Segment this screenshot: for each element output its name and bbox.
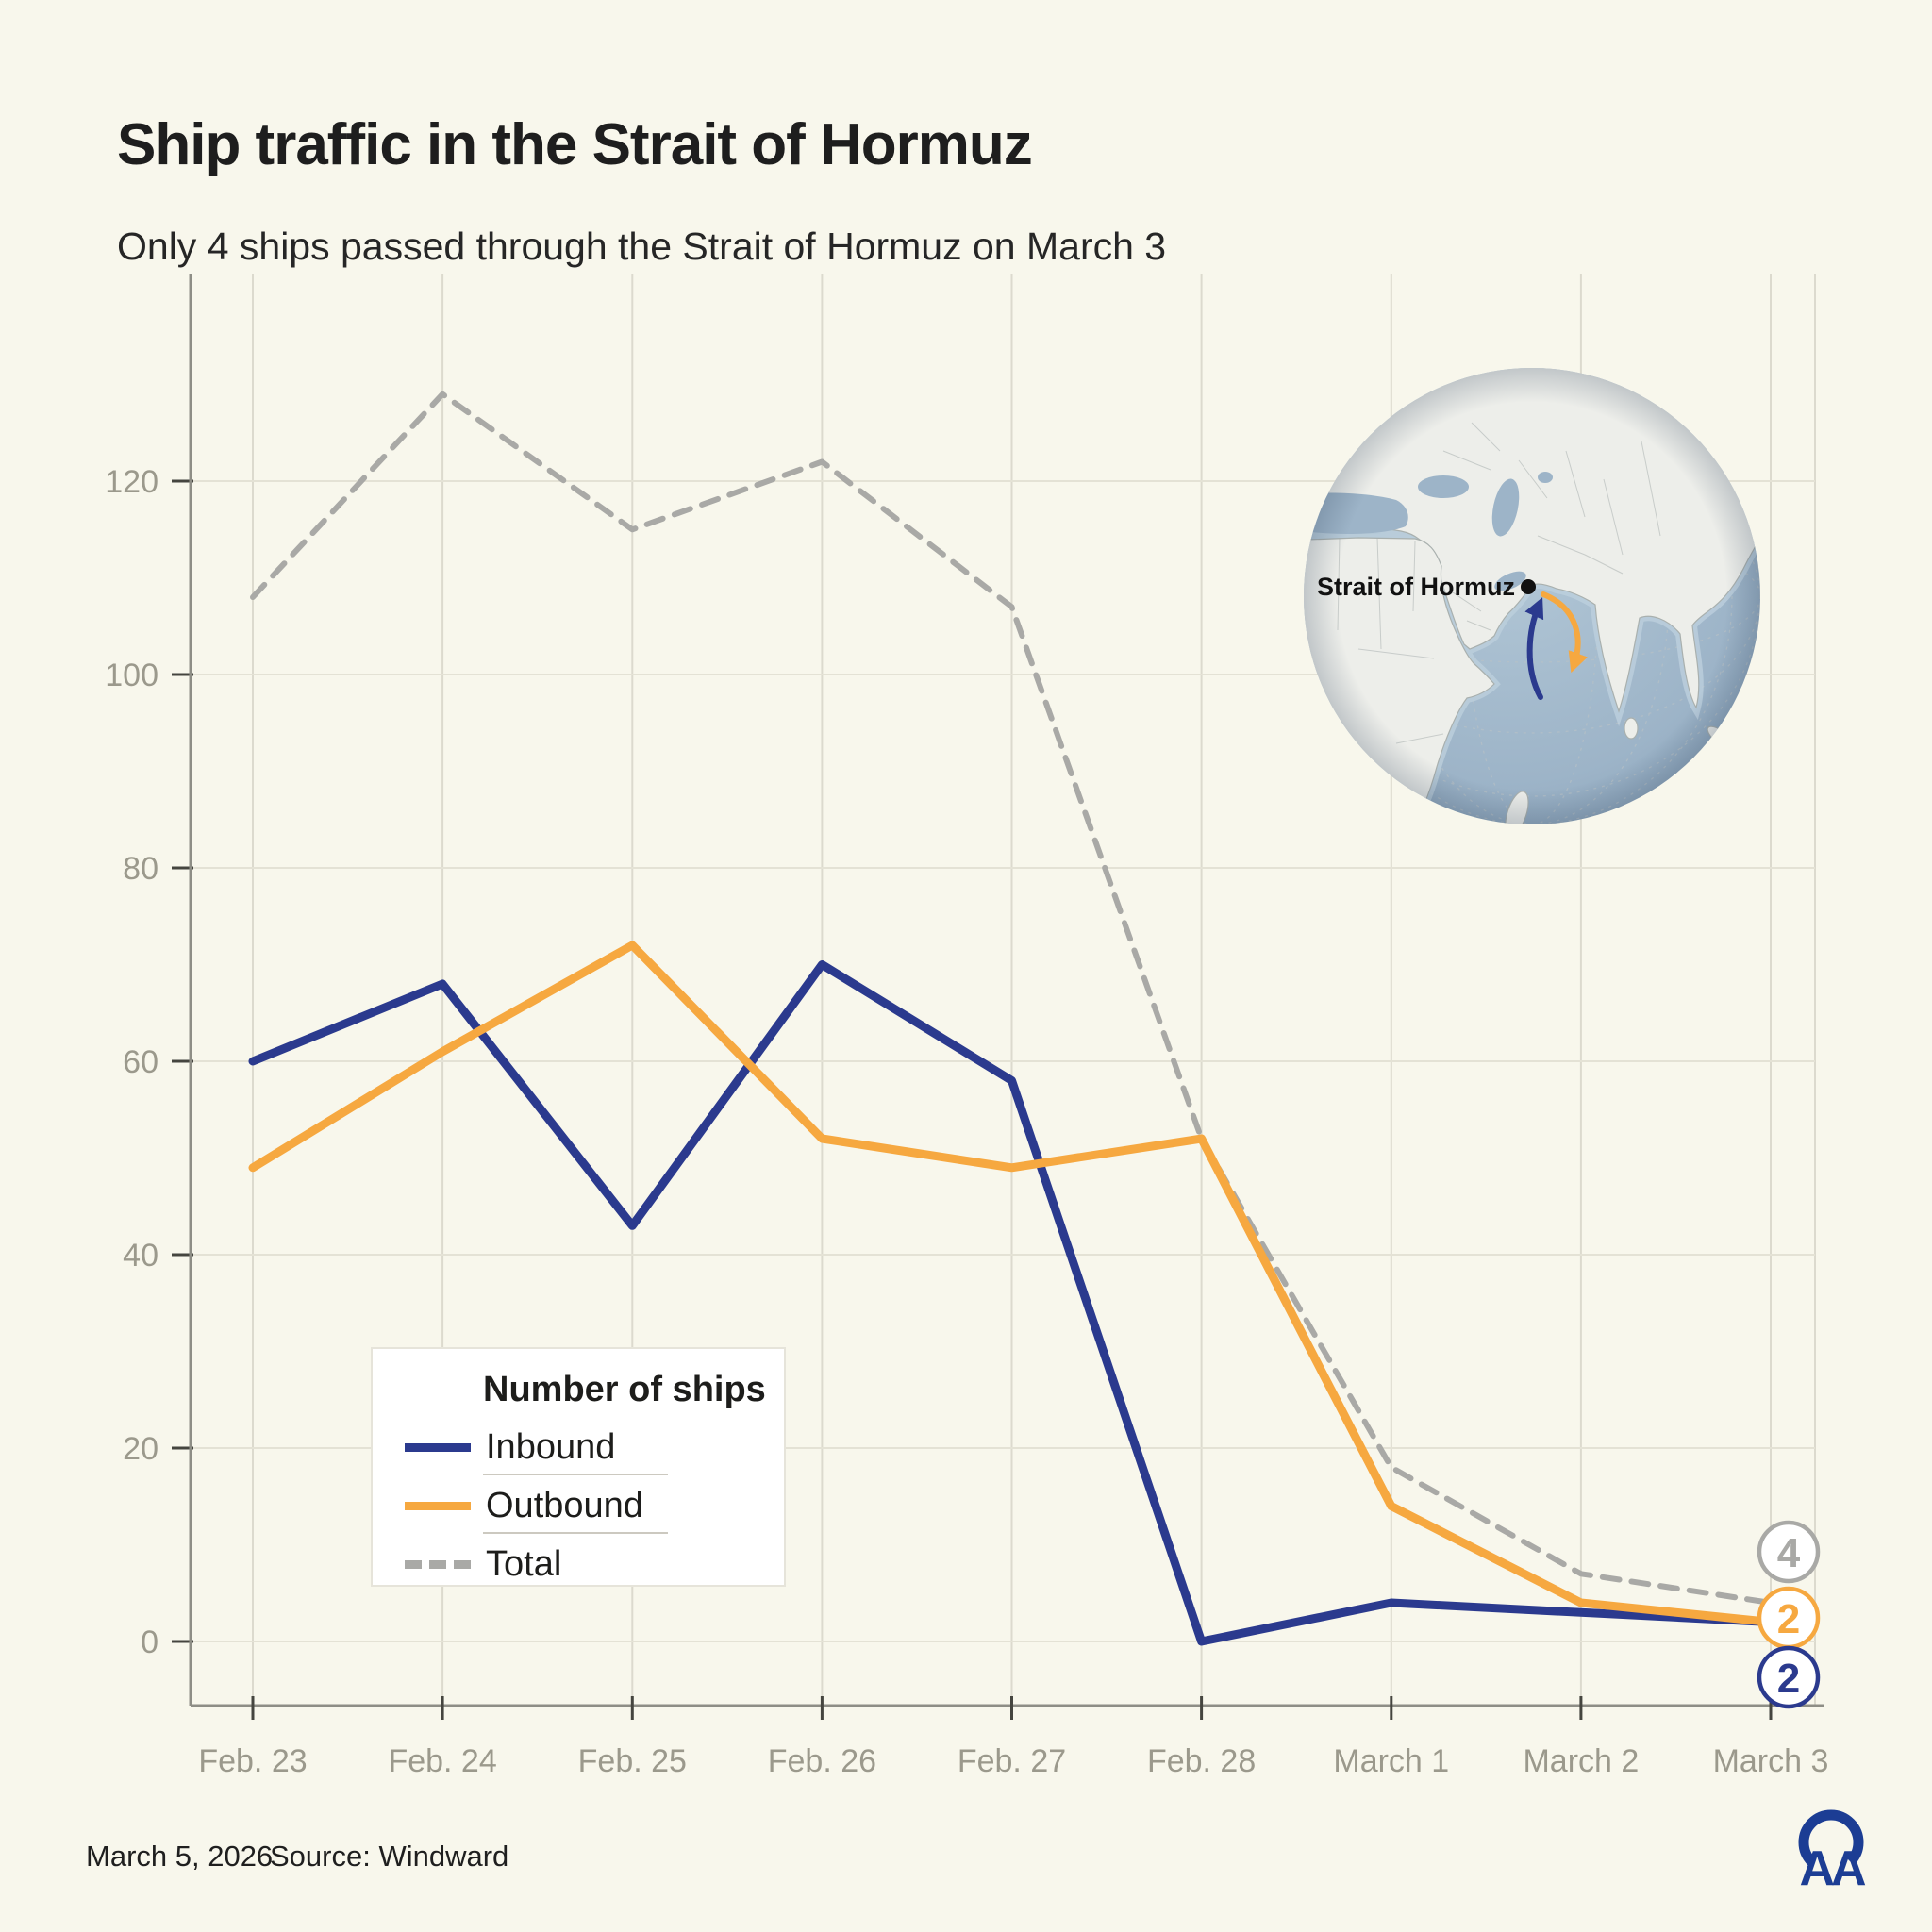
globe-inset: Strait of Hormuz	[1304, 368, 1760, 824]
outbound-line-swatch	[405, 1501, 471, 1510]
svg-text:0: 0	[141, 1624, 158, 1660]
landmass-borneo	[1744, 691, 1760, 721]
svg-text:Feb. 23: Feb. 23	[198, 1743, 307, 1779]
outbound-arrow	[1541, 591, 1588, 674]
legend-item-outbound: Outbound	[405, 1485, 643, 1525]
footer-date: March 5, 2026	[86, 1840, 274, 1873]
inbound-arrow	[1524, 597, 1544, 700]
chart-legend: Number of ships Inbound Outbound Total	[371, 1347, 786, 1587]
inbound-line-swatch	[405, 1442, 471, 1452]
svg-text:80: 80	[123, 851, 158, 887]
svg-text:60: 60	[123, 1044, 158, 1080]
page-title: Ship traffic in the Strait of Hormuz	[117, 112, 1033, 177]
strait-marker-dot	[1521, 579, 1536, 594]
legend-title: Number of ships	[483, 1370, 766, 1409]
page-subtitle: Only 4 ships passed through the Strait o…	[117, 225, 1167, 268]
svg-text:March 3: March 3	[1713, 1743, 1829, 1779]
svg-text:100: 100	[105, 658, 158, 693]
footer-source: Source: Windward	[270, 1840, 509, 1873]
svg-text:Feb. 28: Feb. 28	[1147, 1743, 1256, 1779]
aa-logo-arc	[1798, 1809, 1864, 1866]
globe-rim-shade	[1304, 368, 1760, 824]
aa-logo: AA	[1798, 1809, 1870, 1894]
svg-text:120: 120	[105, 464, 158, 500]
aa-logo-letters: AA	[1799, 1841, 1866, 1894]
svg-text:20: 20	[123, 1431, 158, 1467]
svg-text:40: 40	[123, 1238, 158, 1274]
legend-label-outbound: Outbound	[486, 1485, 643, 1525]
total-line-swatch	[405, 1559, 471, 1569]
svg-text:March 2: March 2	[1523, 1743, 1639, 1779]
legend-item-total: Total	[405, 1543, 562, 1584]
svg-text:2: 2	[1777, 1596, 1800, 1642]
svg-text:March 1: March 1	[1333, 1743, 1449, 1779]
svg-text:Feb. 26: Feb. 26	[768, 1743, 876, 1779]
strait-label: Strait of Hormuz	[1317, 573, 1515, 601]
legend-label-inbound: Inbound	[486, 1426, 616, 1467]
svg-text:2: 2	[1777, 1656, 1800, 1702]
legend-separator	[483, 1532, 668, 1534]
svg-text:4: 4	[1777, 1530, 1801, 1576]
legend-label-total: Total	[486, 1543, 562, 1584]
svg-text:Feb. 27: Feb. 27	[958, 1743, 1066, 1779]
legend-item-inbound: Inbound	[405, 1426, 616, 1467]
svg-text:Feb. 24: Feb. 24	[388, 1743, 496, 1779]
svg-text:Feb. 25: Feb. 25	[578, 1743, 687, 1779]
legend-separator	[483, 1474, 668, 1475]
